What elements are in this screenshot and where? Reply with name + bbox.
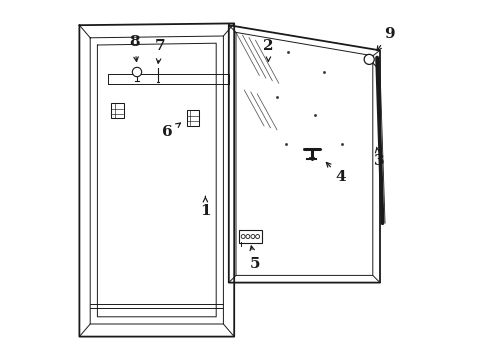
Text: 5: 5 xyxy=(250,257,260,270)
FancyBboxPatch shape xyxy=(111,103,123,118)
Text: 2: 2 xyxy=(263,39,273,53)
Text: 4: 4 xyxy=(335,170,346,184)
Circle shape xyxy=(364,54,374,64)
FancyBboxPatch shape xyxy=(239,230,262,243)
Text: 8: 8 xyxy=(129,36,140,49)
Circle shape xyxy=(256,235,260,238)
Text: 1: 1 xyxy=(200,204,211,217)
Circle shape xyxy=(251,235,255,238)
FancyBboxPatch shape xyxy=(187,110,199,126)
Text: 6: 6 xyxy=(162,126,173,139)
Circle shape xyxy=(246,235,250,238)
Circle shape xyxy=(241,235,245,238)
Text: 7: 7 xyxy=(154,40,165,53)
Circle shape xyxy=(132,67,142,77)
Text: 3: 3 xyxy=(374,154,385,168)
Text: 9: 9 xyxy=(384,27,394,41)
